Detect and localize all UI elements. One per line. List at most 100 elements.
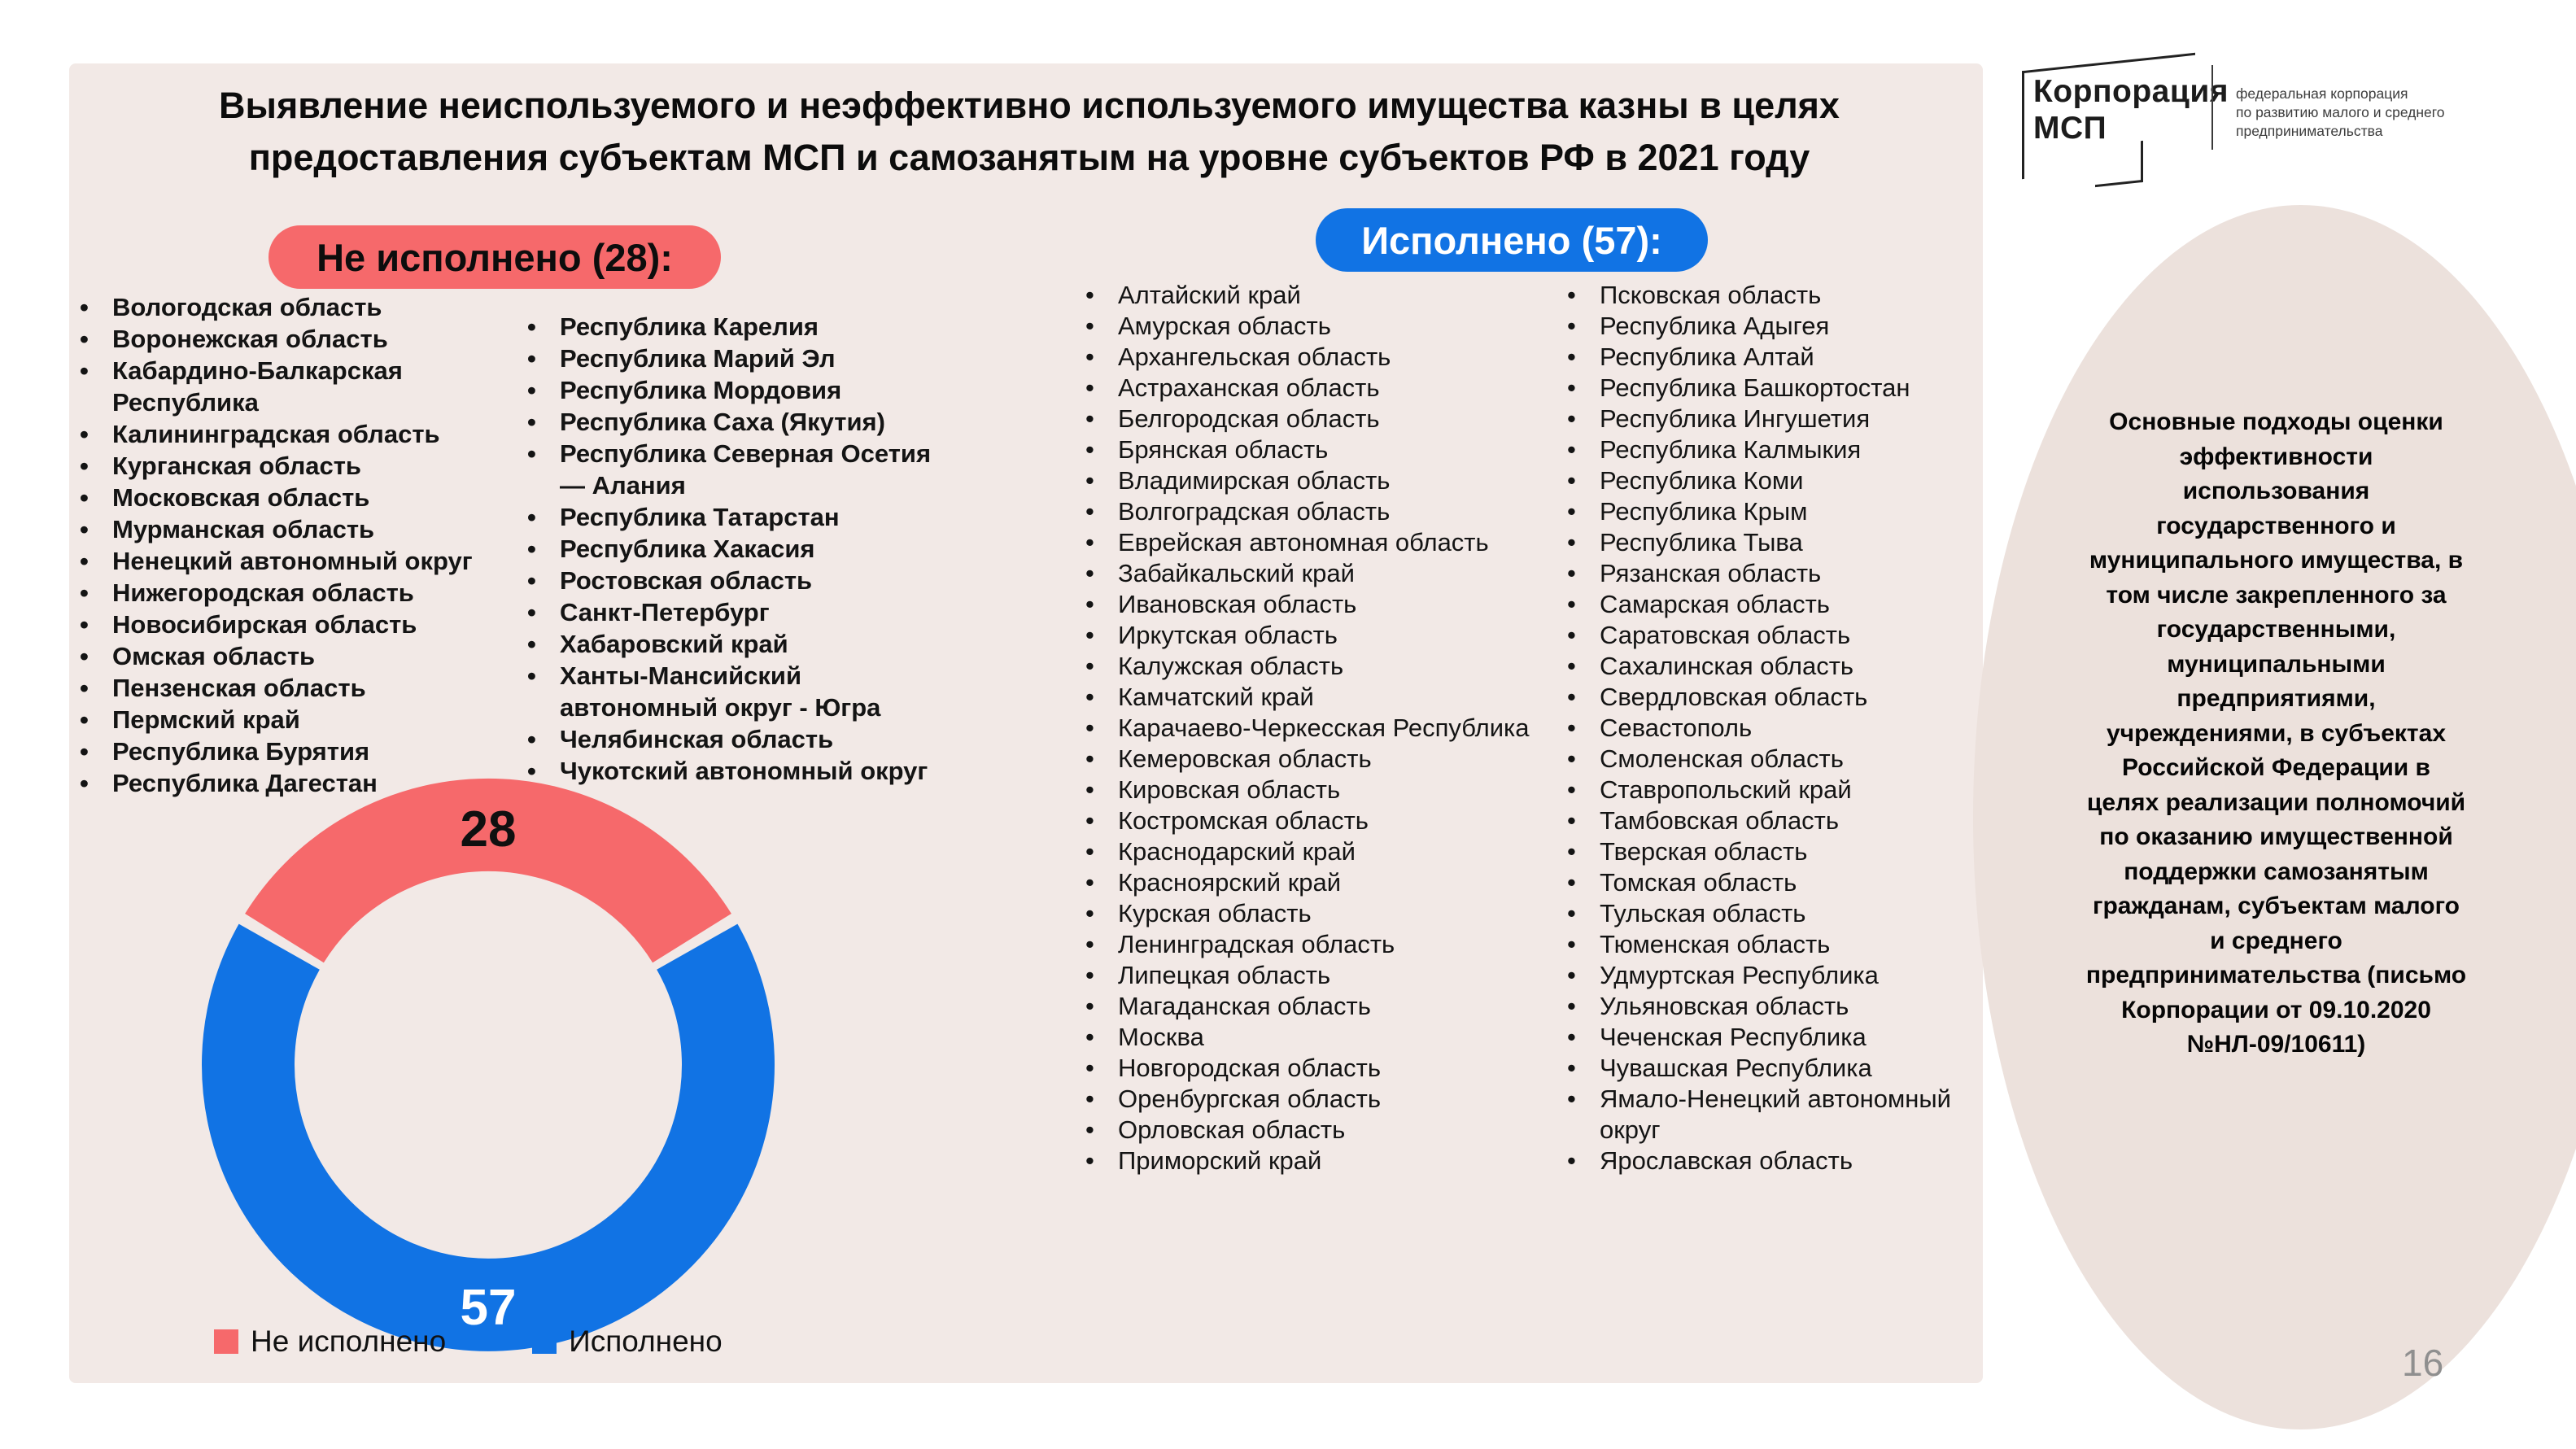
region-list-item: Республика Карелия [522,311,945,343]
executed-list-col1: Алтайский крайАмурская областьАрхангельс… [1081,280,1569,1176]
region-list-item: Вологодская область [75,291,498,323]
region-list-item: Севастополь [1562,713,1969,744]
region-list-item: Кировская область [1081,775,1569,805]
region-list-item: Волгоградская область [1081,496,1569,527]
region-list-item: Республика Мордовия [522,374,945,406]
region-list-item: Москва [1081,1022,1569,1053]
region-list-item: Липецкая область [1081,960,1569,991]
region-list-item: Хабаровский край [522,628,945,660]
chart-legend: Не исполнено Исполнено [214,1325,723,1359]
region-list-item: Новгородская область [1081,1053,1569,1084]
region-list-item: Ханты-Мансийский автономный округ - Югра [522,660,945,723]
region-list-item: Республика Татарстан [522,501,945,533]
region-list-item: Кемеровская область [1081,744,1569,775]
logo-name-line-2: МСП [2033,111,2107,146]
region-list-item: Томская область [1562,867,1969,898]
legend-item-not-executed: Не исполнено [214,1325,446,1359]
sidebar-oval [1973,205,2576,1429]
region-list-item: Республика Калмыкия [1562,434,1969,465]
region-list-item: Мурманская область [75,513,498,545]
logo-mark: Корпорация МСП [2022,52,2229,188]
region-list-item: Калининградская область [75,418,498,450]
legend-label-executed: Исполнено [569,1325,723,1358]
region-list-item: Забайкальский край [1081,558,1569,589]
region-list-item: Тамбовская область [1562,805,1969,836]
logo-divider [2211,65,2213,150]
region-list-item: Чувашская Республика [1562,1053,1969,1084]
region-list-item: Смоленская область [1562,744,1969,775]
region-list-item: Ставропольский край [1562,775,1969,805]
donut-segment-not-executed [245,778,731,963]
region-list-item: Республика Коми [1562,465,1969,496]
region-list-item: Ярославская область [1562,1146,1969,1176]
executed-badge: Исполнено (57): [1316,208,1708,272]
donut-segment-executed [202,923,775,1351]
region-list-item: Кабардино-Балкарская Республика [75,355,498,418]
region-list-item: Санкт-Петербург [522,596,945,628]
region-list-item: Ивановская область [1081,589,1569,620]
donut-chart: 28 57 [198,775,779,1355]
region-list-item: Ростовская область [522,565,945,596]
region-list-item: Пензенская область [75,672,498,704]
logo-name-line-1: Корпорация [2033,74,2229,109]
region-list-item: Владимирская область [1081,465,1569,496]
region-list-item: Приморский край [1081,1146,1569,1176]
region-list-item: Пермский край [75,704,498,735]
slide-title: Выявление неиспользуемого и неэффективно… [155,80,1904,184]
region-list-item: Республика Саха (Якутия) [522,406,945,438]
region-list-item: Республика Марий Эл [522,343,945,374]
msp-corporation-logo: Корпорация МСП [2022,52,2544,195]
region-list-item: Костромская область [1081,805,1569,836]
sidebar-note: Основные подходы оценки эффективности ис… [2085,408,2467,1058]
region-list-item: Ненецкий автономный округ [75,545,498,577]
not-executed-list-col2: Республика КарелияРеспублика Марий ЭлРес… [522,311,945,787]
region-list-item: Чеченская Республика [1562,1022,1969,1053]
region-list-item: Республика Бурятия [75,735,498,767]
region-list-item: Орловская область [1081,1115,1569,1146]
region-list-item: Республика Хакасия [522,533,945,565]
region-list-item: Воронежская область [75,323,498,355]
region-list-item: Республика Адыгея [1562,311,1969,342]
region-list-item: Республика Тыва [1562,527,1969,558]
region-list-item: Тверская область [1562,836,1969,867]
region-list-item: Чукотский автономный округ [522,755,945,787]
region-list-item: Республика Крым [1562,496,1969,527]
region-list-item: Удмуртская Республика [1562,960,1969,991]
title-line-2: предоставления субъектам МСП и самозанят… [248,137,1810,178]
region-list-item: Псковская область [1562,280,1969,311]
logo-tagline-line-1: федеральная корпорация [2236,85,2408,102]
logo-tagline-line-2: по развитию малого и среднего [2236,104,2445,120]
region-list-item: Челябинская область [522,723,945,755]
region-list-item: Омская область [75,640,498,672]
region-list-item: Республика Алтай [1562,342,1969,373]
page-number: 16 [2402,1342,2444,1384]
title-line-1: Выявление неиспользуемого и неэффективно… [219,85,1840,126]
region-list-item: Тульская область [1562,898,1969,929]
executed-list-col2: Псковская областьРеспублика АдыгеяРеспуб… [1562,280,1969,1176]
region-list-item: Астраханская область [1081,373,1569,404]
region-list-item: Краснодарский край [1081,836,1569,867]
region-list-item: Амурская область [1081,311,1569,342]
region-list-item: Курская область [1081,898,1569,929]
region-list-item: Магаданская область [1081,991,1569,1022]
donut-label-not-executed: 28 [461,801,517,858]
region-list-item: Ленинградская область [1081,929,1569,960]
region-list-item: Калужская область [1081,651,1569,682]
logo-tagline-line-3: предпринимательства [2236,123,2383,139]
region-list-item: Архангельская область [1081,342,1569,373]
region-list-item: Курганская область [75,450,498,482]
region-list-item: Республика Дагестан [75,767,498,799]
region-list-item: Брянская область [1081,434,1569,465]
region-list-item: Белгородская область [1081,404,1569,434]
region-list-item: Ямало-Ненецкий автономный округ [1562,1084,1969,1146]
logo-tagline: федеральная корпорация по развитию малог… [2236,85,2445,141]
legend-swatch-red [214,1329,238,1354]
region-list-item: Рязанская область [1562,558,1969,589]
region-list-item: Сахалинская область [1562,651,1969,682]
logo-bracket-bottom-right-icon [2095,140,2143,188]
region-list-item: Оренбургская область [1081,1084,1569,1115]
region-list-item: Еврейская автономная область [1081,527,1569,558]
donut-label-executed: 57 [461,1280,517,1336]
region-list-item: Республика Ингушетия [1562,404,1969,434]
